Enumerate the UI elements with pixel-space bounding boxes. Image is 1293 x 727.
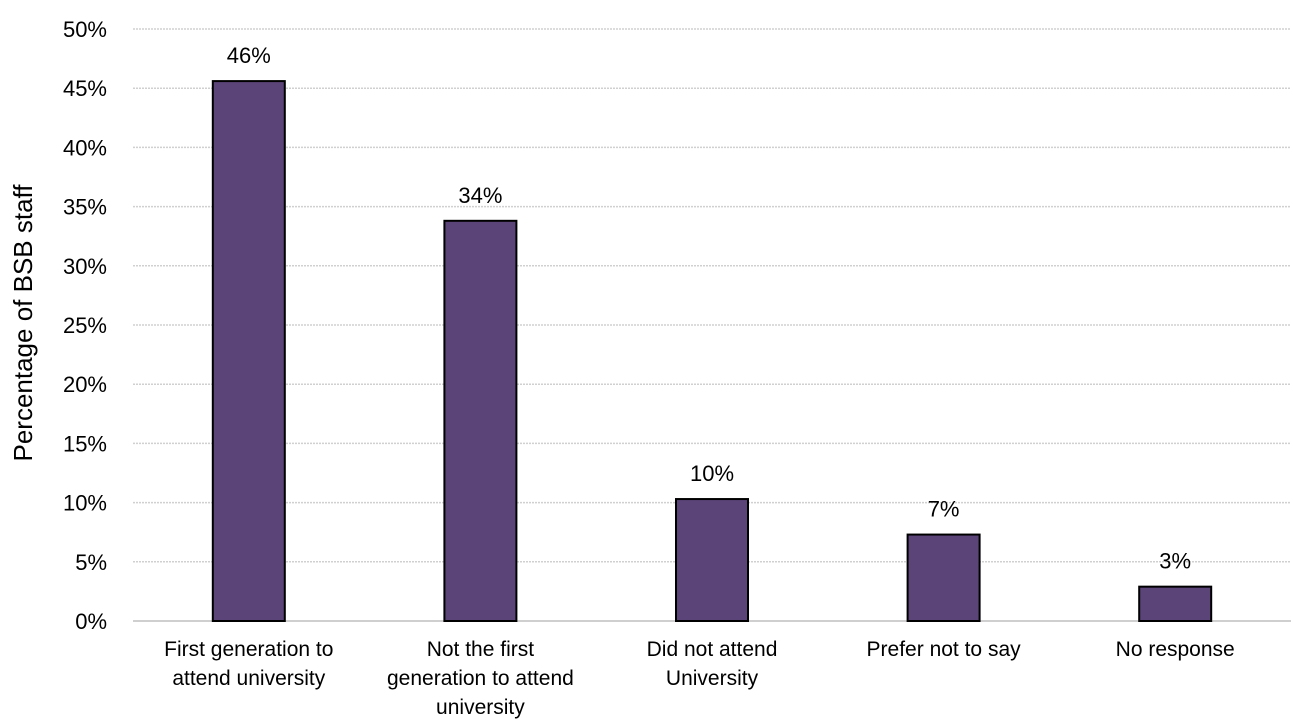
- bar: [443, 219, 518, 622]
- y-tick-label: 35%: [63, 195, 107, 220]
- category-label-line: First generation to: [164, 638, 333, 661]
- y-tick-label: 40%: [63, 135, 107, 160]
- category-label-line: university: [436, 696, 525, 719]
- y-tick-labels: 0% 5% 10% 15% 20% 25% 30% 35% 40% 45% 50%: [63, 17, 107, 634]
- y-tick-label: 0%: [75, 609, 107, 634]
- y-tick-label: 15%: [63, 431, 107, 456]
- y-tick-label: 20%: [63, 372, 107, 397]
- data-label: 10%: [690, 461, 734, 486]
- category-label: Prefer not to say: [867, 638, 1022, 661]
- category-label-line: Not the first: [427, 638, 535, 661]
- category-label-line: attend university: [172, 667, 325, 690]
- category-label-line: generation to attend: [387, 667, 574, 690]
- y-axis-title: Percentage of BSB staff: [8, 184, 38, 462]
- bar: [675, 498, 749, 623]
- y-tick-label: 50%: [63, 17, 107, 42]
- category-label: Did not attend University: [647, 638, 778, 690]
- y-tick-label: 10%: [63, 491, 107, 516]
- y-tick-label: 30%: [63, 254, 107, 279]
- data-label: 34%: [458, 183, 502, 208]
- category-label-line: Prefer not to say: [867, 638, 1022, 661]
- bar: [1138, 585, 1213, 622]
- category-label-line: University: [666, 667, 759, 690]
- category-label: First generation to attend university: [164, 638, 333, 690]
- gridlines: [133, 28, 1291, 563]
- category-label: Not the first generation to attend univers…: [387, 638, 574, 719]
- category-label: No response: [1116, 638, 1235, 661]
- data-labels: 46% 34% 10% 7% 3%: [227, 43, 1191, 574]
- y-tick-label: 25%: [63, 313, 107, 338]
- category-label-line: No response: [1116, 638, 1235, 661]
- data-label: 3%: [1159, 549, 1191, 574]
- bar: [906, 533, 981, 622]
- bar: [211, 80, 286, 622]
- category-label-line: Did not attend: [647, 638, 778, 661]
- y-tick-label: 5%: [75, 550, 107, 575]
- data-label: 7%: [928, 497, 960, 522]
- x-category-labels: First generation to attend university Not …: [164, 638, 1235, 719]
- data-label: 46%: [227, 43, 271, 68]
- y-tick-label: 45%: [63, 76, 107, 101]
- bars: [211, 80, 1213, 623]
